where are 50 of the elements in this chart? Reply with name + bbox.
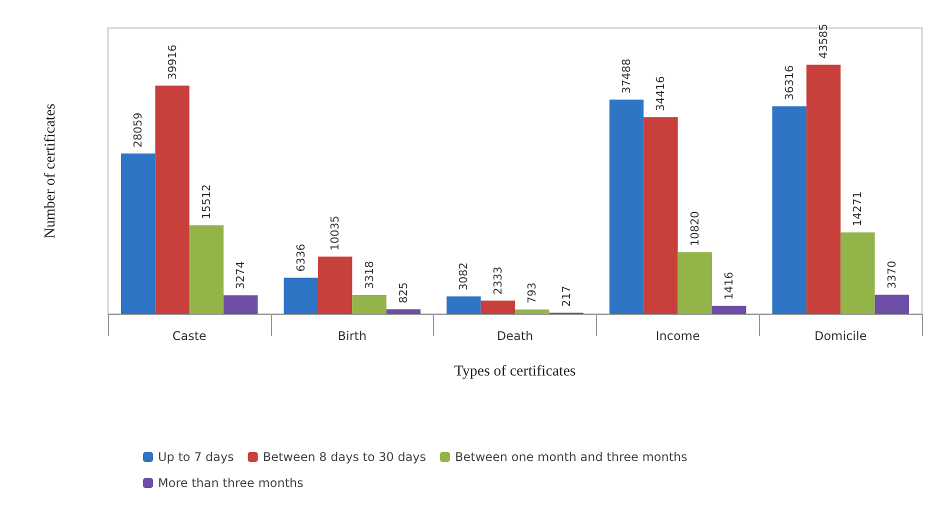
bar	[352, 295, 386, 314]
bar	[318, 256, 352, 314]
data-label: 39916	[166, 44, 179, 80]
bar	[712, 306, 746, 314]
x-tick-label: Birth	[338, 329, 367, 343]
data-label: 14271	[851, 191, 864, 226]
x-axis-title: Types of certificates	[454, 364, 576, 380]
bar	[515, 309, 550, 314]
data-label: 10820	[688, 211, 702, 246]
bar	[386, 309, 421, 314]
data-label: 28059	[132, 112, 145, 148]
legend-label: Between 8 days to 30 days	[262, 450, 426, 464]
data-label: 37488	[620, 58, 634, 94]
bar	[155, 86, 190, 314]
bar	[284, 278, 318, 314]
data-label: 15512	[200, 184, 213, 220]
bar	[446, 296, 481, 314]
bar	[772, 106, 806, 314]
data-label: 3082	[457, 262, 470, 290]
x-tick-label: Income	[656, 329, 700, 343]
bar	[874, 294, 909, 314]
bar	[678, 252, 712, 314]
data-label: 34416	[654, 76, 668, 112]
y-axis-title: Number of certificates	[42, 103, 58, 238]
bar	[609, 100, 644, 314]
bar	[121, 154, 156, 314]
data-label: 6336	[294, 244, 308, 272]
data-label: 3274	[234, 261, 248, 290]
data-label: 1416	[722, 272, 736, 300]
legend-label: Up to 7 days	[158, 450, 234, 464]
data-label: 2333	[491, 266, 504, 295]
data-label: 217	[560, 286, 573, 307]
legend-label: More than three months	[158, 476, 304, 490]
bar	[840, 232, 875, 314]
x-tick-label: Caste	[172, 329, 206, 343]
data-label: 3318	[362, 261, 376, 290]
x-tick-label: Death	[496, 329, 534, 343]
bar	[224, 295, 258, 314]
x-tick-label: Domicile	[814, 329, 867, 343]
legend-label: Between one month and three months	[455, 450, 688, 464]
bar	[806, 64, 841, 314]
bar	[480, 300, 515, 314]
data-label: 10035	[328, 216, 342, 251]
bar	[644, 117, 678, 314]
data-label: 793	[526, 282, 539, 304]
data-label: 36316	[782, 65, 796, 100]
bar	[189, 225, 224, 314]
data-label: 825	[396, 282, 410, 304]
data-label: 3370	[885, 260, 898, 289]
data-label: 43585	[817, 24, 830, 59]
